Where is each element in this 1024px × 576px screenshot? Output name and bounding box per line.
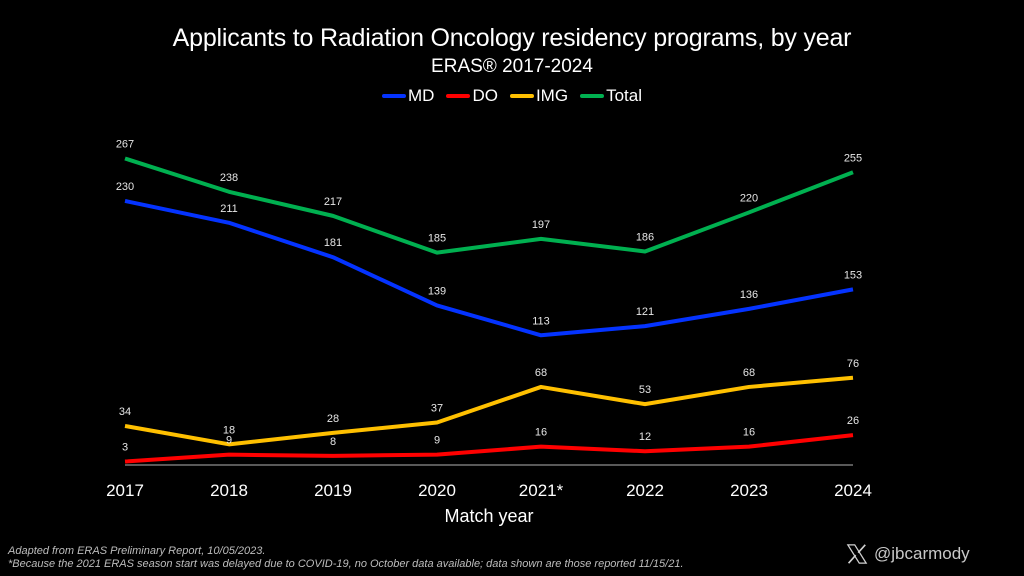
data-label-img: 28 xyxy=(327,413,339,425)
legend-label-do: DO xyxy=(472,86,498,105)
data-label-md: 139 xyxy=(428,285,446,297)
x-tick-label: 2021* xyxy=(519,481,564,500)
data-label-do: 9 xyxy=(434,435,440,447)
data-label-do: 9 xyxy=(226,435,232,447)
data-label-img: 76 xyxy=(847,358,859,370)
series-line-do xyxy=(124,433,854,464)
legend-item-total: Total xyxy=(580,86,642,106)
data-label-do: 16 xyxy=(743,427,755,439)
legend: MD DO IMG Total xyxy=(0,86,1024,106)
data-label-total: 186 xyxy=(636,231,654,243)
legend-label-md: MD xyxy=(408,86,435,105)
legend-swatch-img xyxy=(509,94,534,98)
x-tick-label: 2022 xyxy=(626,481,664,500)
data-label-md: 230 xyxy=(116,181,134,193)
data-label-img: 37 xyxy=(431,403,443,415)
legend-item-md: MD xyxy=(382,86,434,106)
chart-title: Applicants to Radiation Oncology residen… xyxy=(172,24,852,52)
data-label-total: 255 xyxy=(844,152,862,164)
x-tick-label: 2024 xyxy=(834,481,872,500)
x-logo-icon xyxy=(846,544,868,564)
x-axis-title: Match year xyxy=(444,506,533,526)
data-label-total: 220 xyxy=(740,192,758,204)
data-label-total: 238 xyxy=(220,172,238,184)
data-label-do: 3 xyxy=(122,442,128,454)
legend-item-img: IMG xyxy=(509,86,569,106)
data-label-img: 34 xyxy=(119,406,131,418)
author-credit: @jbcarmody xyxy=(846,543,970,565)
data-label-do: 26 xyxy=(847,415,859,427)
series-line-md xyxy=(124,199,854,338)
x-tick-label: 2017 xyxy=(106,481,144,500)
data-label-total: 185 xyxy=(428,233,446,245)
data-label-img: 68 xyxy=(535,367,547,379)
series-line-total xyxy=(124,156,854,255)
data-label-md: 113 xyxy=(532,315,550,327)
data-label-md: 121 xyxy=(636,306,654,318)
legend-swatch-md xyxy=(382,94,406,98)
data-label-total: 267 xyxy=(116,138,134,150)
data-label-img: 53 xyxy=(639,384,651,396)
data-label-do: 16 xyxy=(535,427,547,439)
data-labels-layer: 230 211 181 139 113 121 136 153 3 9 8 9 16 12 16 26 34 18… xyxy=(116,138,862,453)
legend-label-total: Total xyxy=(606,86,642,105)
data-label-total: 217 xyxy=(324,196,342,208)
x-tick-label: 2020 xyxy=(418,481,456,500)
data-label-md: 136 xyxy=(740,289,758,301)
data-label-img: 68 xyxy=(743,367,755,379)
data-label-md: 181 xyxy=(324,237,342,249)
x-tick-labels: 2017 2018 2019 2020 2021* 2022 2023 2024 xyxy=(106,481,872,500)
data-label-md: 153 xyxy=(844,269,862,281)
data-label-md: 211 xyxy=(220,203,238,215)
covid-footnote: *Because the 2021 ERAS season start was … xyxy=(8,558,684,570)
x-tick-label: 2023 xyxy=(730,481,768,500)
data-label-do: 12 xyxy=(639,431,651,443)
legend-swatch-total xyxy=(580,94,605,98)
x-tick-label: 2018 xyxy=(210,481,248,500)
source-footnote: Adapted from ERAS Preliminary Report, 10… xyxy=(8,545,266,557)
x-tick-label: 2019 xyxy=(314,481,352,500)
series-layer xyxy=(124,156,854,464)
data-label-img: 18 xyxy=(223,424,235,436)
legend-label-img: IMG xyxy=(535,86,569,105)
legend-swatch-do xyxy=(446,94,471,98)
series-line-img xyxy=(124,375,854,447)
data-label-total: 197 xyxy=(532,219,550,231)
chart-subtitle: ERAS® 2017-2024 xyxy=(431,56,593,77)
legend-item-do: DO xyxy=(446,86,498,106)
author-handle: @jbcarmody xyxy=(874,544,970,563)
data-label-do: 8 xyxy=(330,436,336,448)
